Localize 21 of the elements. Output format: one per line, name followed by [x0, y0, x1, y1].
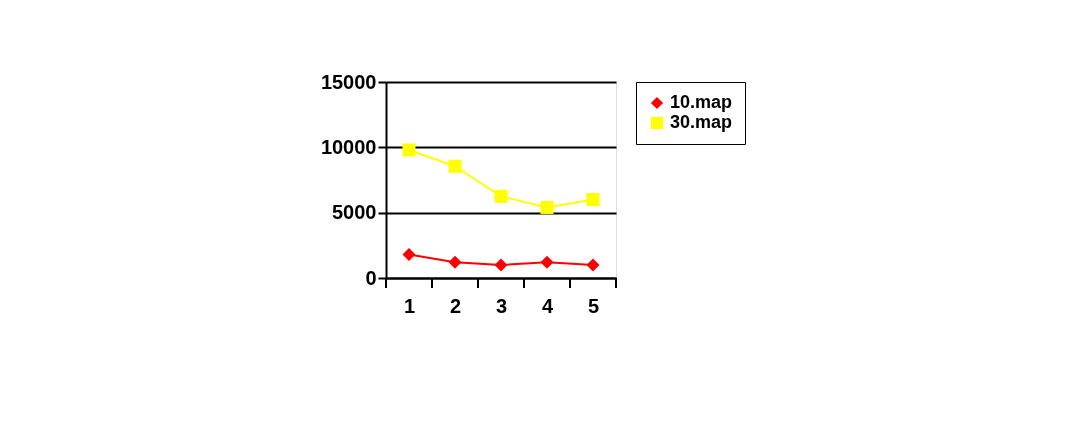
legend-label: 10.map	[670, 92, 733, 112]
y-tick-label: 5000	[332, 201, 377, 224]
point	[540, 200, 554, 214]
point	[402, 143, 416, 157]
point	[494, 258, 508, 272]
point	[448, 159, 462, 173]
y-tick-label: 15000	[320, 70, 377, 93]
point	[586, 193, 600, 207]
x-tick-label: 3	[495, 294, 508, 317]
point	[448, 255, 462, 269]
point	[402, 247, 416, 261]
point	[586, 258, 600, 272]
y-tick-label: 0	[365, 266, 377, 289]
point	[494, 189, 508, 203]
x-tick-label: 1	[403, 294, 416, 317]
x-tick-label: 4	[541, 294, 554, 317]
y-tick-label: 10000	[320, 135, 377, 158]
legend-label: 30.map	[670, 112, 733, 132]
x-tick-label: 2	[449, 294, 462, 317]
point	[540, 255, 554, 269]
x-tick-label: 5	[587, 294, 600, 317]
